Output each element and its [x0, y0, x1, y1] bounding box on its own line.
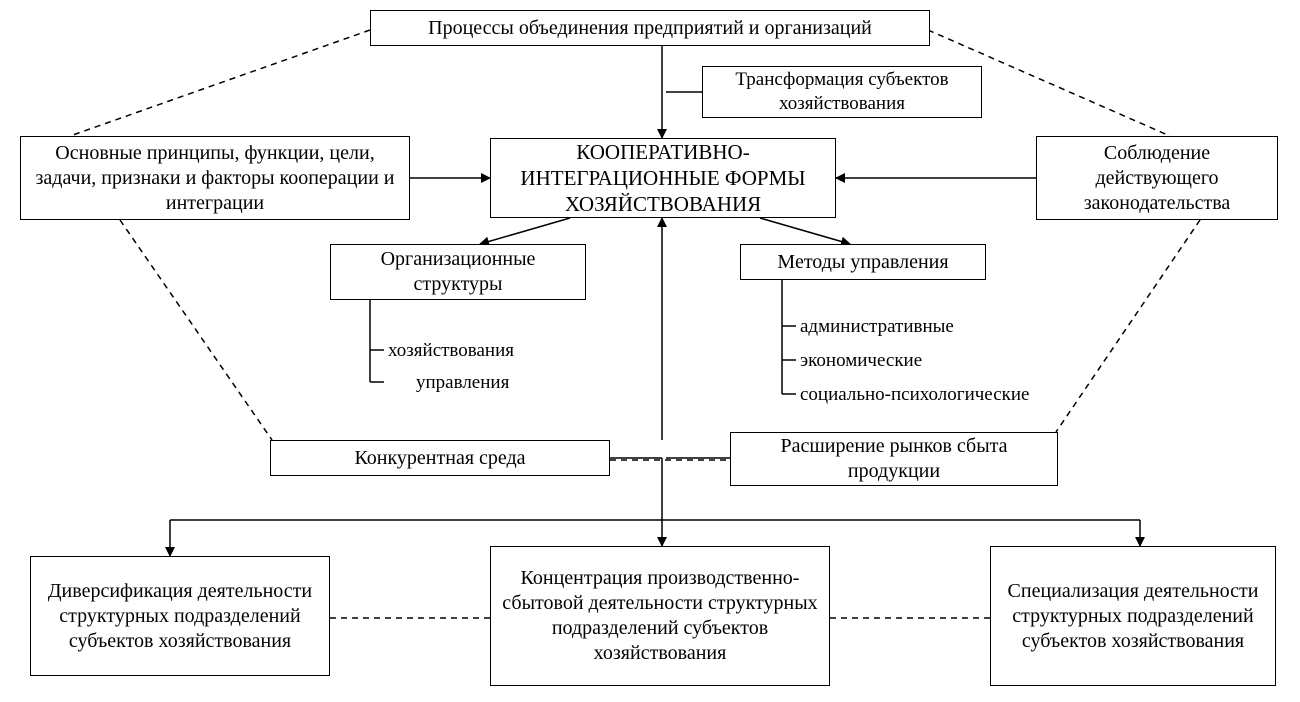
node-divers: Диверсификация деятельности структурных … [30, 556, 330, 676]
label-m_socpsy-text: социально-психологические [800, 384, 1029, 405]
label-m_admin-text: административные [800, 316, 954, 337]
node-top-label: Процессы объединения предприятий и орган… [428, 16, 872, 41]
node-methods-label: Методы управления [777, 250, 948, 275]
label-org_sub1: хозяйствования [388, 340, 514, 363]
node-concent: Концентрация производственно-сбытовой де… [490, 546, 830, 686]
node-transform: Трансформация субъектов хозяйствования [702, 66, 982, 118]
node-right-label: Соблюдение действующего законодательства [1045, 141, 1269, 216]
node-methods: Методы управления [740, 244, 986, 280]
label-org_sub2-text: управления [416, 372, 509, 393]
label-org_sub1-text: хозяйствования [388, 340, 514, 361]
node-special-label: Специализация деятельности структурных п… [999, 579, 1267, 654]
node-expand: Расширение рынков сбыта продукции [730, 432, 1058, 486]
node-org: Организационные структуры [330, 244, 586, 300]
node-special: Специализация деятельности структурных п… [990, 546, 1276, 686]
node-transform-label: Трансформация субъектов хозяйствования [711, 68, 973, 116]
node-divers-label: Диверсификация деятельности структурных … [39, 579, 321, 654]
node-org-label: Организационные структуры [339, 247, 577, 297]
label-m_econ: экономические [800, 350, 922, 373]
node-left-label: Основные принципы, функции, цели, задачи… [29, 141, 401, 216]
node-center-label: КООПЕРАТИВНО-ИНТЕГРАЦИОННЫЕ ФОРМЫ ХОЗЯЙС… [499, 139, 827, 218]
node-compete-label: Конкурентная среда [354, 446, 525, 471]
node-right: Соблюдение действующего законодательства [1036, 136, 1278, 220]
diagram-stage: Процессы объединения предприятий и орган… [0, 0, 1300, 702]
node-center: КООПЕРАТИВНО-ИНТЕГРАЦИОННЫЕ ФОРМЫ ХОЗЯЙС… [490, 138, 836, 218]
label-org_sub2: управления [416, 372, 509, 395]
node-expand-label: Расширение рынков сбыта продукции [739, 434, 1049, 484]
label-m_socpsy: социально-психологические [800, 384, 1029, 407]
label-m_admin: административные [800, 316, 954, 339]
node-concent-label: Концентрация производственно-сбытовой де… [499, 566, 821, 666]
node-top: Процессы объединения предприятий и орган… [370, 10, 930, 46]
node-left: Основные принципы, функции, цели, задачи… [20, 136, 410, 220]
node-compete: Конкурентная среда [270, 440, 610, 476]
label-m_econ-text: экономические [800, 350, 922, 371]
